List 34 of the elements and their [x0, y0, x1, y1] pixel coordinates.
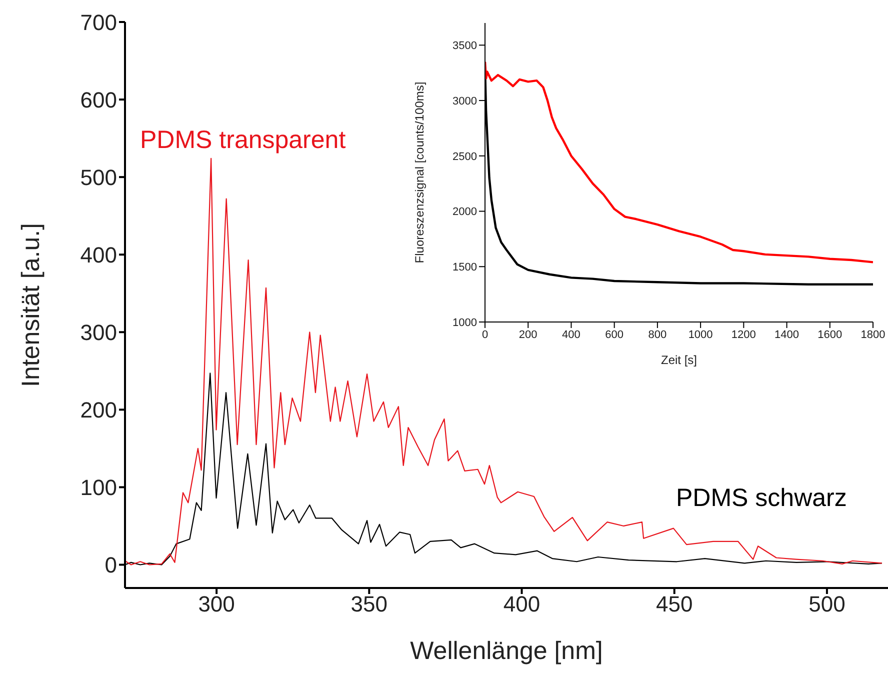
x-axis-title: Wellenlänge [nm] [410, 637, 603, 665]
x-tick-label: 800 [648, 328, 667, 341]
y-tick-label: 0 [104, 552, 117, 578]
y-tick-label: 700 [80, 10, 117, 35]
y-tick-label: 3500 [452, 40, 477, 52]
y-tick-label: 600 [80, 87, 117, 112]
y-tick-label: 400 [80, 242, 117, 268]
y-axis-title: Intensität [a.u.] [16, 223, 45, 387]
x-tick-label: 450 [656, 592, 693, 617]
y-axis-title: Fluoreszenzsignal [counts/100ms] [412, 82, 426, 264]
series-label: PDMS schwarz [676, 484, 847, 513]
y-tick-label: 1000 [452, 316, 477, 329]
y-tick-label: 3000 [452, 95, 477, 108]
y-tick-label: 1500 [452, 262, 477, 274]
x-tick-label: 1600 [818, 328, 842, 341]
x-tick-label: 400 [503, 592, 540, 617]
y-tick-label: 2000 [452, 206, 477, 218]
x-tick-label: 0 [482, 328, 488, 341]
x-tick-label: 600 [605, 328, 624, 341]
x-tick-label: 1800 [860, 328, 886, 341]
x-tick-label: 1200 [731, 328, 756, 341]
x-tick-label: 1400 [774, 328, 800, 341]
x-tick-label: 500 [808, 592, 846, 617]
y-tick-label: 2500 [452, 150, 477, 163]
x-tick-label: 350 [350, 592, 388, 617]
x-tick-label: 200 [518, 328, 538, 341]
y-tick-label: 200 [80, 397, 117, 422]
x-tick-label: 400 [562, 328, 580, 341]
series-label: PDMS transparent [140, 126, 346, 155]
x-tick-label: 1000 [688, 328, 713, 341]
x-tick-label: 300 [198, 592, 235, 617]
x-axis-title: Zeit [s] [660, 353, 698, 367]
y-tick-label: 500 [80, 164, 117, 190]
y-tick-label: 100 [80, 475, 117, 500]
